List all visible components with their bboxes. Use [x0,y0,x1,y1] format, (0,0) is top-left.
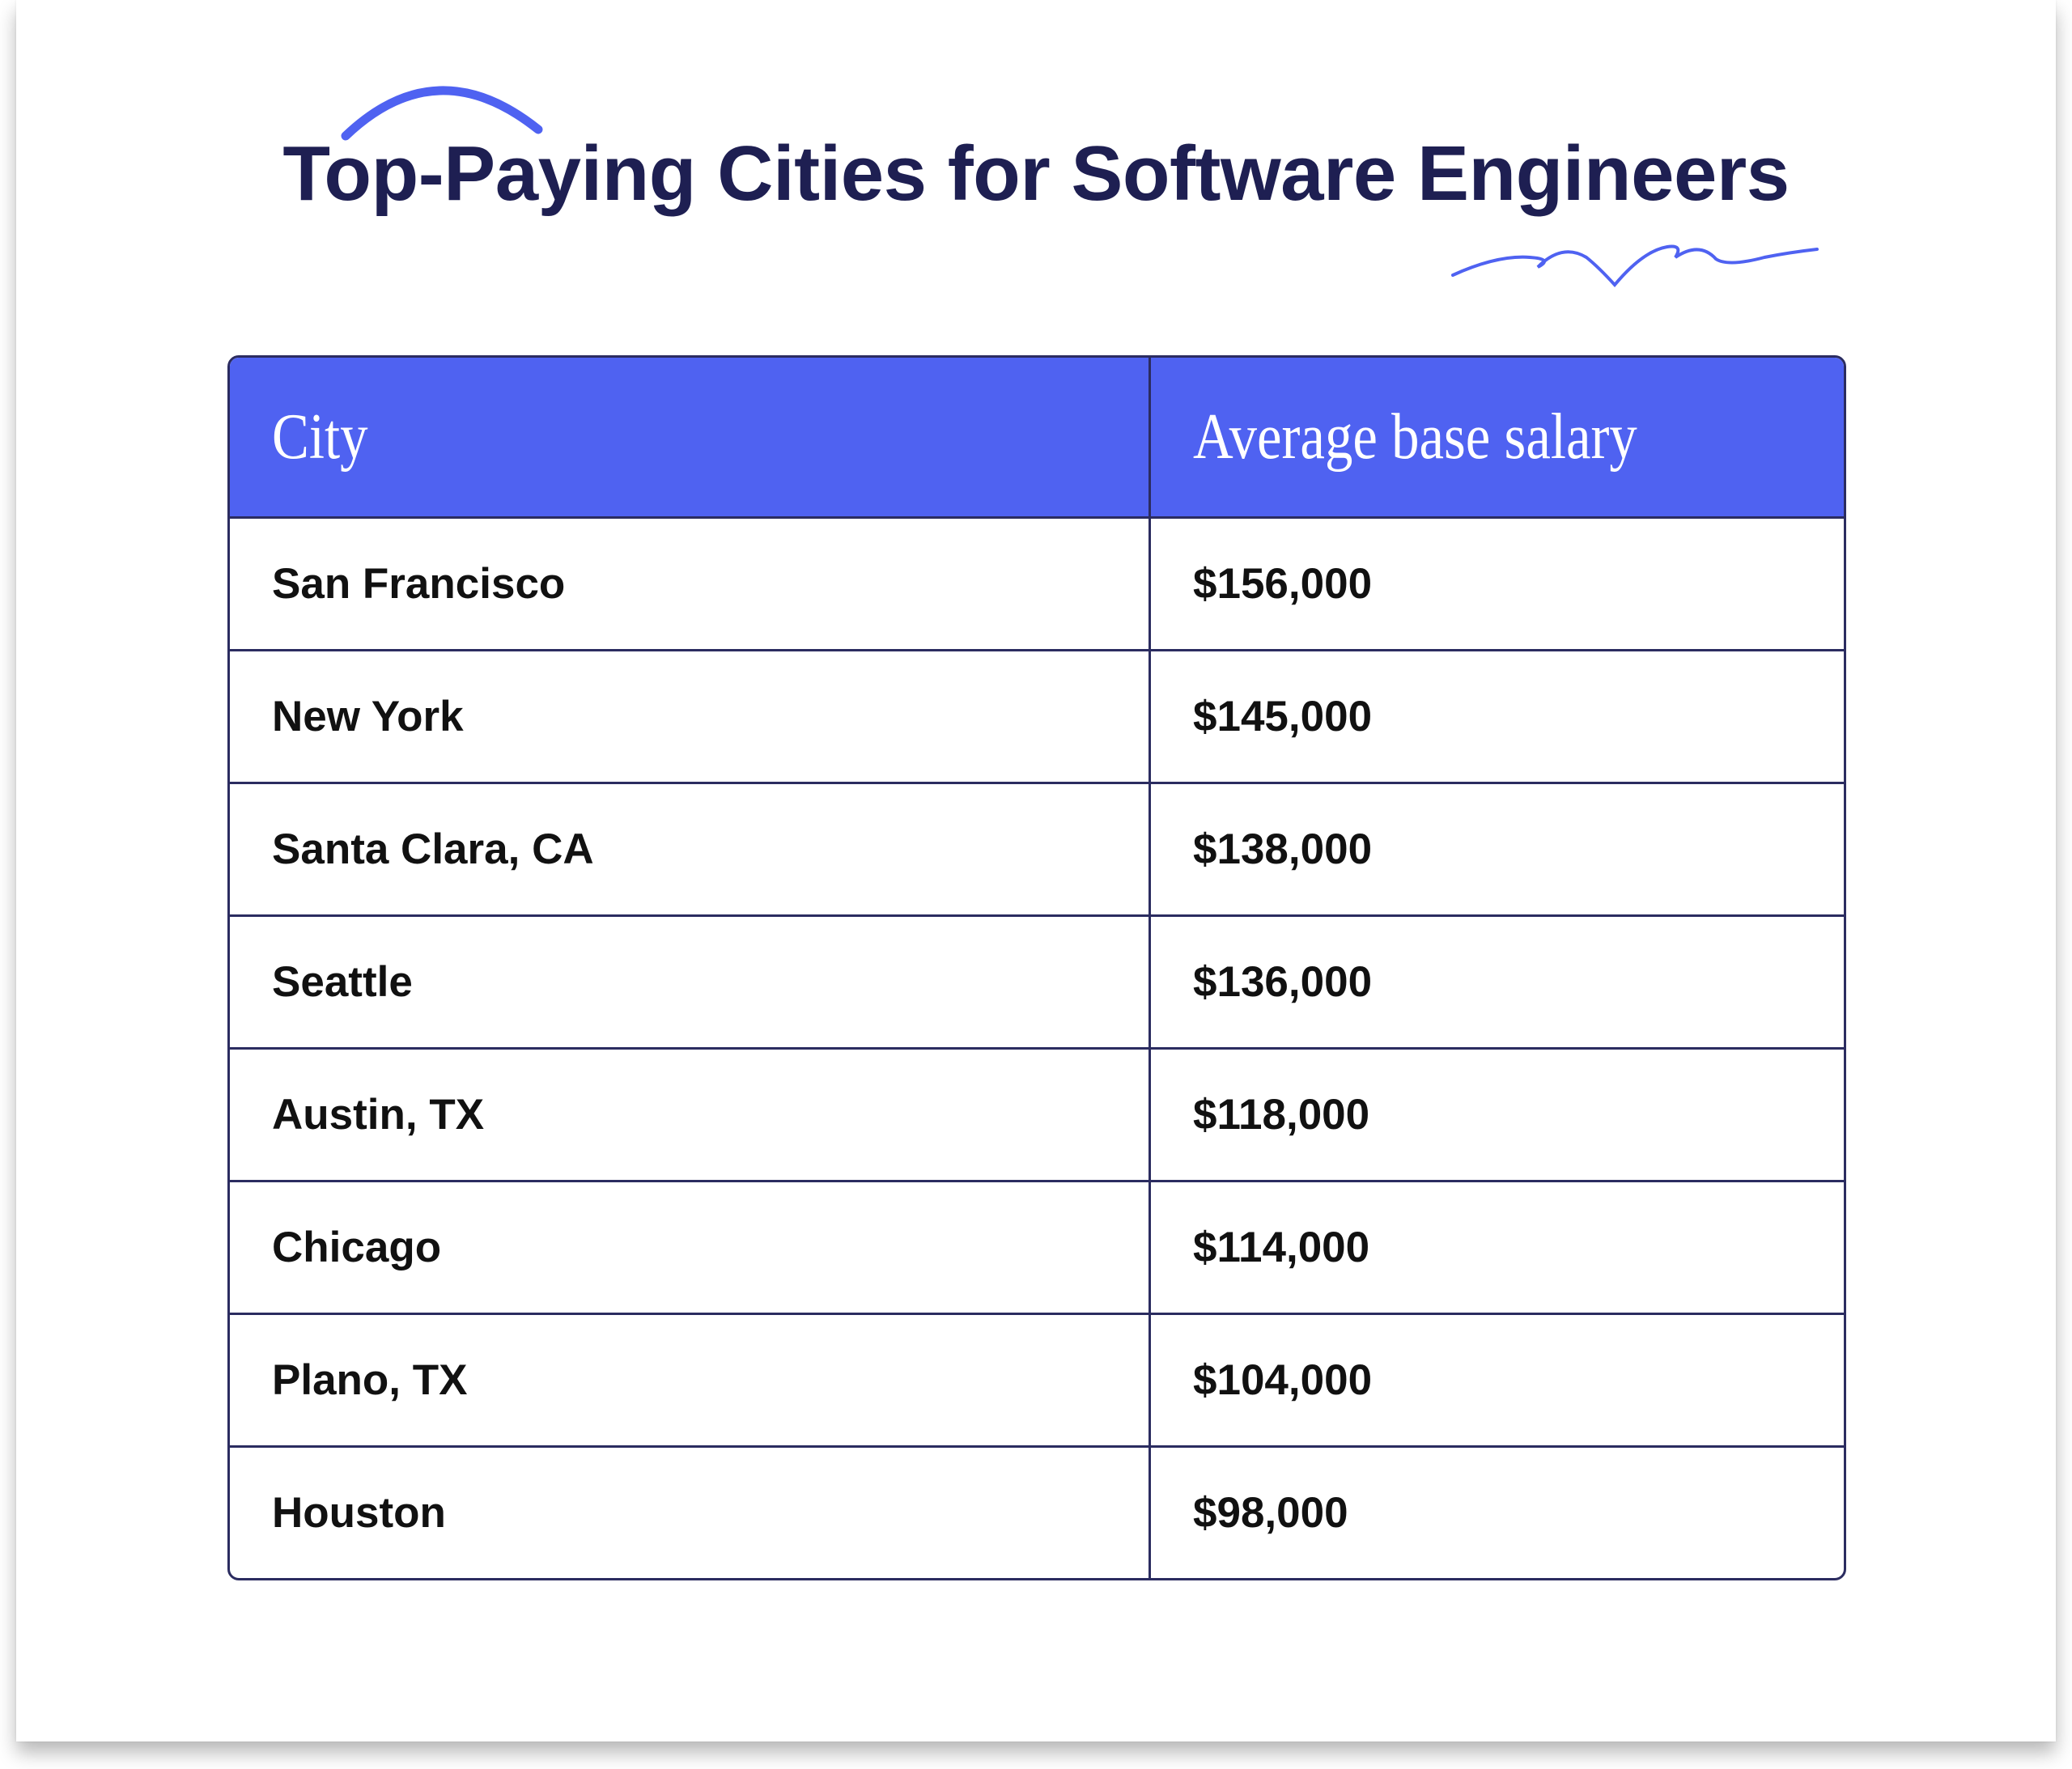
table-row: New York $145,000 [230,649,1844,782]
header-city: City [230,358,1151,516]
salary-cell: $138,000 [1151,784,1844,914]
table-row: Chicago $114,000 [230,1180,1844,1313]
city-cell: Seattle [230,917,1151,1047]
city-cell: Houston [230,1448,1151,1578]
salary-value: $118,000 [1193,1091,1370,1139]
table-body: San Francisco $156,000 New York $145,000 S… [230,516,1844,1578]
city-name: San Francisco [272,560,566,608]
header-salary: Average base salary [1151,358,1844,516]
table-row: Austin, TX $118,000 [230,1047,1844,1180]
salary-cell: $156,000 [1151,519,1844,649]
salary-value: $156,000 [1193,560,1373,608]
header-salary-label: Average base salary [1193,401,1637,473]
city-name: Houston [272,1489,446,1537]
salary-value: $138,000 [1193,825,1373,873]
squiggle-stroke [1451,244,1819,288]
city-name: Plano, TX [272,1356,468,1404]
city-cell: Austin, TX [230,1050,1151,1180]
page-title: Top-Paying Cities for Software Engineers [282,130,1790,217]
city-cell: Chicago [230,1182,1151,1313]
table-header-row: City Average base salary [230,358,1844,516]
salary-cell: $136,000 [1151,917,1844,1047]
salary-value: $104,000 [1193,1356,1373,1404]
salary-cell: $98,000 [1151,1448,1844,1578]
salary-value: $136,000 [1193,958,1373,1006]
city-name: New York [272,693,464,740]
table-row: Houston $98,000 [230,1445,1844,1578]
arc-stroke [341,86,543,141]
salary-table: City Average base salary San Francisco $… [227,355,1846,1580]
salary-value: $145,000 [1193,693,1373,740]
city-name: Chicago [272,1224,442,1271]
table-row: Seattle $136,000 [230,914,1844,1047]
salary-value: $98,000 [1193,1489,1348,1537]
salary-value: $114,000 [1193,1224,1370,1271]
city-cell: Santa Clara, CA [230,784,1151,914]
city-name: Austin, TX [272,1091,485,1139]
salary-cell: $118,000 [1151,1050,1844,1180]
salary-cell: $145,000 [1151,651,1844,782]
salary-cell: $114,000 [1151,1182,1844,1313]
salary-cell: $104,000 [1151,1315,1844,1445]
city-name: Seattle [272,958,413,1006]
city-cell: New York [230,651,1151,782]
city-name: Santa Clara, CA [272,825,594,873]
city-cell: San Francisco [230,519,1151,649]
card [16,0,2056,1741]
table-row: Plano, TX $104,000 [230,1313,1844,1445]
table-row: Santa Clara, CA $138,000 [230,782,1844,914]
decorative-arc-icon [341,86,1819,288]
table-row: San Francisco $156,000 [230,516,1844,649]
city-cell: Plano, TX [230,1315,1151,1445]
header-city-label: City [272,401,368,473]
